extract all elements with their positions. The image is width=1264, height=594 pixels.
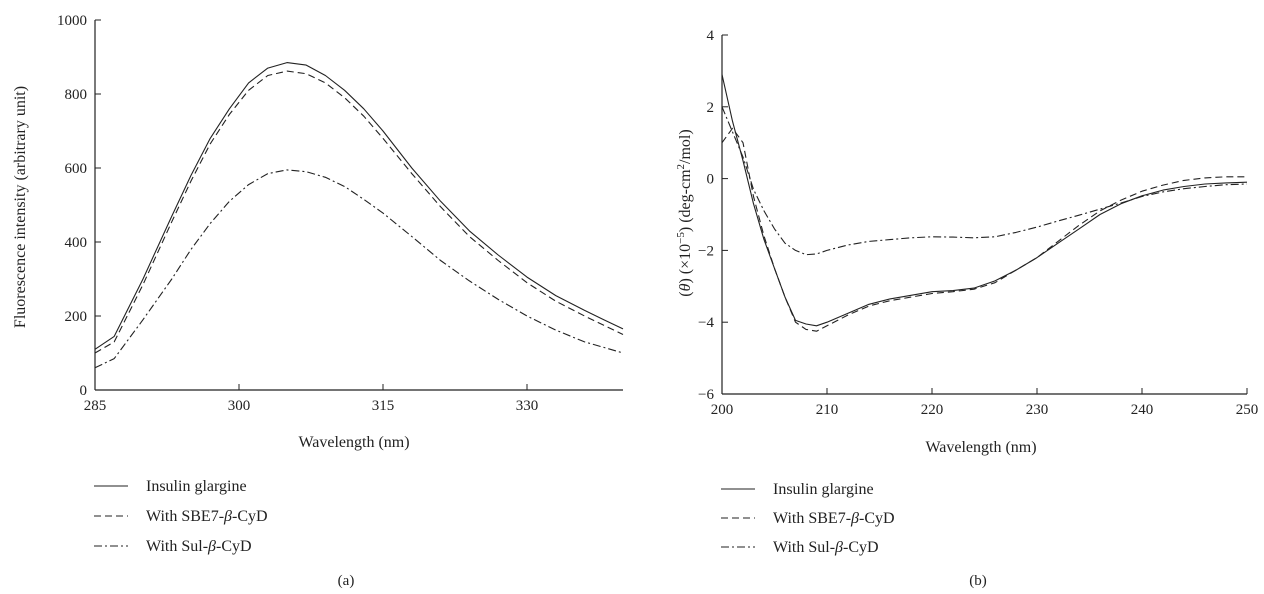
- panel-b-ytick-label: 0: [707, 172, 715, 188]
- panel-a-xtick-label: 285: [84, 398, 107, 414]
- panel-a-chart: 285 300 315 330 0 200 400 600 800 1000 Wavelength…: [12, 13, 624, 589]
- panel-b-legend-label-with-sul-cyd: With Sul-β-CyD: [773, 539, 879, 556]
- panel-b-xtick-label: 200: [711, 402, 734, 418]
- panel-b-series-line-insulin-glargine: [721, 74, 1248, 327]
- panel-b-ytick-label: 2: [707, 100, 715, 116]
- panel-b-ylabel-theta: θ: [677, 283, 694, 291]
- panel-a-legend: Insulin glargine With SBE7-β-CyD With Sul-…: [94, 478, 268, 555]
- panel-b-ytick-label: −4: [698, 315, 714, 331]
- panel-a-ytick-label: 0: [80, 383, 88, 399]
- panel-a-series-line-with-sul-cyd: [94, 169, 624, 369]
- panel-a-legend-label-with-sul-cyd: With Sul-β-CyD: [146, 538, 252, 555]
- panel-b-ylabel-sup2: 2: [675, 164, 687, 170]
- panel-b-label: (b): [969, 573, 987, 589]
- panel-b-plot-area: 200 210 220 230 240 250 −6 −4 −2 0 2 4: [698, 28, 1258, 418]
- panel-a-legend-label-insulin-glargine: Insulin glargine: [146, 478, 247, 495]
- panel-a-ytick-label: 800: [65, 87, 88, 103]
- panel-a-ytick-label: 1000: [57, 13, 87, 29]
- panel-b-xtick-label: 210: [816, 402, 839, 418]
- panel-b-ylabel-part-6: /mol): [677, 129, 694, 164]
- panel-b-xtick-label: 220: [921, 402, 944, 418]
- panel-a-ytick-label: 600: [65, 161, 88, 177]
- panel-a-label: (a): [338, 573, 355, 589]
- panel-b-ytick-label: −6: [698, 387, 714, 403]
- panel-b-xlabel: Wavelength (nm): [925, 439, 1036, 456]
- panel-b-ylabel-part-0: (: [677, 291, 694, 296]
- panel-b-xtick-label: 250: [1236, 402, 1259, 418]
- panel-b-ylabel-exp: −5: [675, 232, 687, 244]
- panel-b-xtick-label: 230: [1026, 402, 1049, 418]
- panel-b-ytick-label: 4: [707, 28, 715, 44]
- panel-a-series-line-insulin-glargine: [94, 62, 624, 350]
- panel-a-xtick-label: 315: [372, 398, 395, 414]
- panel-b-ylabel-part-4: ) (deg-cm: [677, 169, 694, 232]
- panel-a-xtick-label: 300: [228, 398, 251, 414]
- panel-a-xlabel: Wavelength (nm): [298, 434, 409, 451]
- panel-b-chart: 200 210 220 230 240 250 −6 −4 −2 0 2 4 Wavelength (…: [675, 28, 1258, 589]
- panel-a-xtick-label: 330: [516, 398, 539, 414]
- panel-b-legend: Insulin glargine With SBE7-β-CyD With Sul-…: [721, 481, 895, 556]
- panel-a-ytick-label: 200: [65, 309, 88, 325]
- panel-b-legend-label-with-sbe7-cyd: With SBE7-β-CyD: [773, 510, 895, 527]
- panel-a-ytick-label: 400: [65, 235, 88, 251]
- panel-a-legend-label-with-sbe7-cyd: With SBE7-β-CyD: [146, 508, 268, 525]
- panel-a-plot-area: 285 300 315 330 0 200 400 600 800 1000: [57, 13, 624, 414]
- panel-b-series-line-with-sbe7-cyd: [721, 127, 1247, 332]
- panel-b-xtick-label: 240: [1131, 402, 1154, 418]
- panel-b-ylabel: (θ) (×10−5) (deg-cm2/mol): [675, 129, 694, 296]
- panel-b-series-line-with-sul-cyd: [721, 106, 1248, 256]
- panel-b-ylabel-part-2: ) (×10: [677, 244, 694, 284]
- panel-b-legend-label-insulin-glargine: Insulin glargine: [773, 481, 874, 498]
- panel-a-ylabel: Fluorescence intensity (arbitrary unit): [12, 86, 29, 328]
- panel-b-ytick-label: −2: [698, 243, 714, 259]
- panel-a-series-line-with-sbe7-cyd: [94, 70, 624, 354]
